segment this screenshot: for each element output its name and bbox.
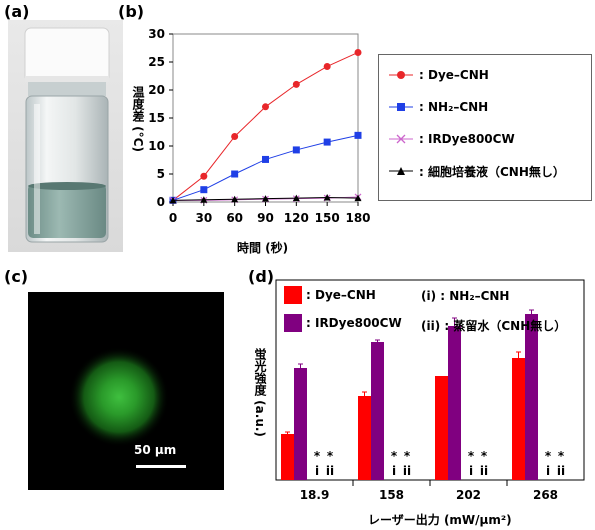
data-point [231, 132, 239, 140]
scale-bar [136, 465, 186, 468]
sample-label: i [392, 464, 396, 478]
data-point [292, 194, 300, 202]
sample-label: ii [557, 464, 565, 478]
y-tick-label: 0 [157, 195, 165, 209]
x-tick-label: 158 [379, 488, 404, 502]
bar [281, 434, 294, 480]
legend-item-medium: : 細胞培養液（CNH無し） [389, 161, 565, 181]
data-point [292, 80, 300, 88]
bar [294, 368, 307, 480]
legend-label: : Dye–CNH [306, 288, 376, 302]
x-tick-label: 120 [284, 211, 309, 225]
line-chart: 0 5 10 15 20 25 30 0 30 60 90 120 150 180 [148, 27, 370, 225]
bar-chart-ylabel: 蛍光強度 (a.u.) [253, 348, 267, 437]
bar [525, 314, 538, 480]
y-tick-label: 30 [148, 27, 165, 41]
bar [512, 358, 525, 480]
line-chart-xlabel: 時間 (秒) [237, 241, 289, 255]
data-point [169, 196, 177, 204]
y-tick-label: 5 [157, 167, 165, 181]
data-point [262, 155, 269, 163]
legend-item-nh2-cnh: : NH₂–CNH [389, 97, 488, 117]
data-point [323, 194, 331, 201]
line-chart-legend: : Dye–CNH : NH₂–CNH : IRDye800CW : 細胞培養液… [378, 54, 592, 201]
legend-item-dye-cnh: : Dye–CNH [389, 65, 489, 85]
x-tick-label: 180 [345, 211, 370, 225]
sample-label: i [315, 464, 319, 478]
x-tick-label: 150 [315, 211, 340, 225]
x-tick-label: 30 [195, 211, 212, 225]
data-point [354, 194, 362, 202]
legend-swatch-red [284, 286, 302, 304]
legend-label: : IRDye800CW [306, 316, 402, 330]
asterisk-marker: * [404, 449, 411, 463]
y-tick-label: 20 [148, 83, 165, 97]
asterisk-marker: * [558, 449, 565, 463]
legend-label: : 細胞培養液（CNH無し） [419, 164, 565, 179]
bar-legend-item-dye-cnh: : Dye–CNH [284, 286, 376, 304]
bar-legend-item-irdye: : IRDye800CW [284, 314, 402, 332]
asterisk-marker: * [391, 449, 398, 463]
sample-label: ii [403, 464, 411, 478]
data-point [262, 103, 269, 111]
legend-label: : NH₂–CNH [419, 100, 489, 114]
asterisk-marker: * [468, 449, 475, 463]
data-point [354, 131, 362, 139]
bar-legend-note-i: (i) : NH₂–CNH [421, 289, 510, 303]
asterisk-marker: * [481, 449, 488, 463]
legend-marker-circle-icon [389, 71, 413, 79]
vial-photo [8, 20, 123, 252]
panel-label-d: (d) [248, 267, 275, 286]
bar [435, 376, 448, 480]
bar [448, 326, 461, 480]
bar-legend-note-ii: (ii) : 蒸留水（CNH無し） [421, 319, 567, 333]
x-tick-label: 18.9 [300, 488, 330, 502]
asterisk-marker: * [545, 449, 552, 463]
data-point [200, 186, 208, 194]
data-point [200, 172, 208, 180]
data-point [262, 195, 269, 202]
panel-label-a: (a) [4, 2, 30, 21]
data-point [323, 138, 331, 146]
bar [371, 342, 384, 480]
data-point [231, 170, 239, 178]
sample-label: ii [326, 464, 334, 478]
asterisk-marker: * [327, 449, 334, 463]
x-tick-label: 0 [169, 211, 177, 225]
legend-swatch-purple [284, 314, 302, 332]
y-tick-label: 10 [148, 139, 165, 153]
data-point [354, 48, 362, 56]
legend-item-irdye: : IRDye800CW [389, 129, 515, 149]
x-tick-label: 202 [456, 488, 481, 502]
panel-label-b: (b) [118, 2, 145, 21]
data-point [292, 146, 300, 154]
legend-label: : IRDye800CW [419, 132, 515, 146]
bar-chart: 18.9 158 202 268 *i*ii*i*ii*i*ii*i*ii [275, 279, 585, 502]
bar-chart-xlabel: レーザー出力 (mW/µm²) [368, 513, 512, 527]
y-tick-label: 25 [148, 55, 165, 69]
data-point [323, 62, 331, 70]
line-chart-ylabel: 温度差 (°C) [131, 86, 145, 152]
bar [358, 396, 371, 480]
x-tick-label: 268 [533, 488, 558, 502]
legend-marker-triangle-icon [389, 167, 413, 175]
sample-label: ii [480, 464, 488, 478]
sample-label: i [546, 464, 550, 478]
scale-bar-label: 50 µm [134, 443, 177, 457]
asterisk-marker: * [314, 449, 321, 463]
legend-marker-x-icon [389, 134, 413, 144]
x-tick-label: 90 [257, 211, 274, 225]
panel-label-c: (c) [4, 267, 29, 286]
fluorescent-spot [69, 347, 169, 447]
x-tick-label: 60 [226, 211, 243, 225]
data-point [200, 196, 208, 203]
sample-label: i [469, 464, 473, 478]
y-tick-label: 15 [148, 111, 165, 125]
legend-marker-square-icon [389, 103, 413, 111]
fluorescence-image [28, 292, 224, 490]
legend-label: : Dye–CNH [419, 68, 489, 82]
data-point [231, 195, 239, 203]
